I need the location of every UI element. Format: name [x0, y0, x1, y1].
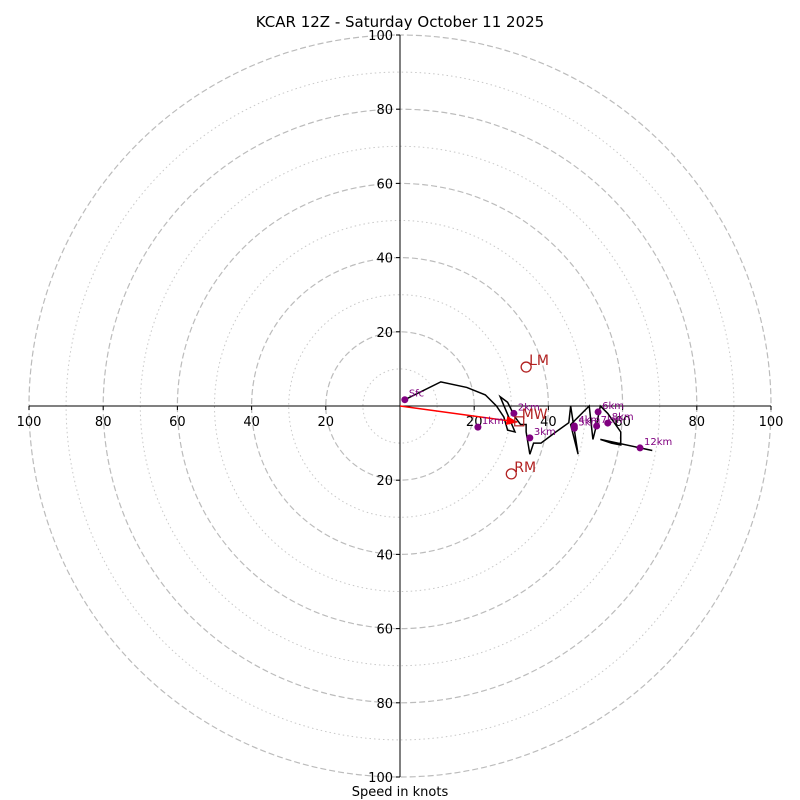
height-marker-6km [594, 408, 602, 416]
mw-marker [514, 416, 525, 427]
storm-motion-markers: LM RM MW [505, 353, 549, 480]
height-label-5km: 5km [578, 417, 600, 428]
y-tick-label: 100 [368, 771, 393, 786]
height-label-8km: 8km [612, 412, 634, 423]
y-tick-label: 60 [376, 177, 393, 192]
lm-marker [520, 361, 532, 373]
x-tick-label: 20 [318, 415, 335, 430]
x-axis-label: Speed in knots [352, 785, 449, 800]
x-tick-label: 100 [759, 415, 784, 430]
lm-label: LM [529, 353, 549, 369]
height-marker-1km [474, 423, 482, 431]
height-marker-3km [526, 434, 534, 442]
height-marker-12km [636, 444, 644, 452]
rm-label: RM [514, 460, 536, 476]
height-label-7km: 7km [601, 415, 623, 426]
y-tick-label: 20 [376, 326, 393, 341]
height-label-1km: 1km [482, 416, 504, 427]
x-tick-label: 40 [540, 415, 557, 430]
rm-marker [505, 468, 517, 480]
hodograph-trace-group [404, 381, 653, 455]
height-label-12km: 12km [644, 437, 672, 448]
y-tick-label: 80 [376, 697, 393, 712]
y-tick-label: 60 [376, 623, 393, 638]
y-tick-label: 100 [368, 29, 393, 44]
x-tick-labels: 100 80 60 40 20 20 40 60 80 100 [17, 406, 784, 430]
x-tick-label: 100 [17, 415, 42, 430]
height-label-2km: 2km [518, 402, 540, 413]
height-marker-5km [570, 424, 578, 432]
y-tick-label: 20 [376, 474, 393, 489]
shear-vector-group [399, 405, 519, 425]
mw-label: MW [522, 407, 548, 423]
y-tick-label: 40 [376, 252, 393, 267]
x-tick-label: 40 [243, 415, 260, 430]
chart-title: KCAR 12Z - Saturday October 11 2025 [256, 13, 544, 31]
y-tick-labels: 100 80 60 40 20 20 40 60 80 100 [368, 29, 400, 786]
y-tick-label: 80 [376, 103, 393, 118]
height-label-sfc: Sfc [409, 389, 424, 400]
height-marker-2km [510, 409, 518, 417]
x-tick-label: 60 [614, 415, 631, 430]
x-tick-label: 60 [169, 415, 186, 430]
x-tick-label: 80 [95, 415, 112, 430]
shear-vector [399, 405, 519, 425]
height-label-3km: 3km [534, 427, 556, 438]
y-tick-label: 40 [376, 548, 393, 563]
x-tick-label: 80 [689, 415, 706, 430]
hodograph-trace [404, 381, 653, 455]
height-marker-7km [593, 422, 601, 430]
height-label-4km: 4km [578, 415, 600, 426]
height-marker-8km [604, 419, 612, 427]
height-marker-sfc [401, 396, 409, 404]
height-label-6km: 6km [602, 401, 624, 412]
